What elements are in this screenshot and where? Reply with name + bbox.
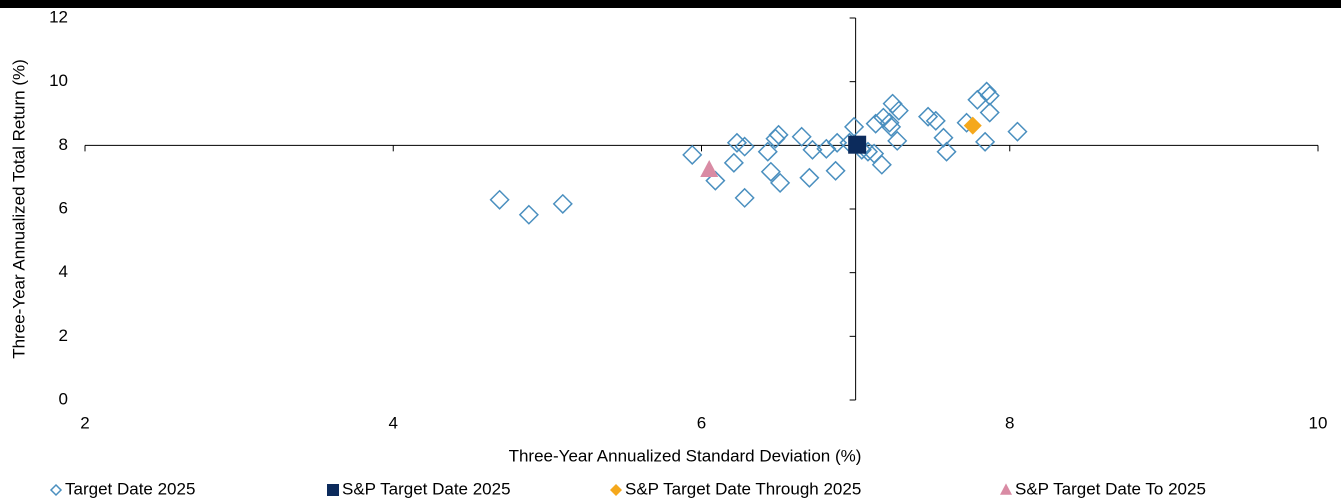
marker-diamond	[925, 110, 946, 131]
marker-diamond	[734, 136, 755, 157]
legend-label: S&P Target Date To 2025	[1015, 479, 1206, 498]
marker-diamond	[768, 124, 789, 145]
marker-diamond	[887, 130, 908, 151]
y-tick-label: 8	[59, 135, 68, 154]
marker-diamond	[705, 170, 726, 191]
marker-diamond	[975, 131, 996, 152]
marker-diamond	[770, 172, 791, 193]
y-tick-label: 6	[59, 198, 68, 217]
marker-square	[327, 484, 339, 496]
marker-diamond	[816, 138, 837, 159]
marker-diamond	[518, 204, 539, 225]
marker-diamond	[723, 152, 744, 173]
legend-label: Target Date 2025	[65, 479, 195, 498]
marker-diamond	[879, 112, 900, 133]
marker-diamond	[933, 127, 954, 148]
marker-diamond	[844, 116, 865, 137]
marker-diamond	[489, 189, 510, 210]
marker-triangle	[700, 159, 719, 178]
marker-diamond	[976, 81, 997, 102]
y-tick-label: 4	[59, 262, 68, 281]
y-tick-label: 2	[59, 326, 68, 345]
legend-label: S&P Target Date Through 2025	[625, 479, 861, 498]
marker-diamond	[1007, 121, 1028, 142]
marker-diamond	[888, 100, 909, 121]
marker-diamond	[757, 141, 778, 162]
marker-diamond	[936, 141, 957, 162]
marker-triangle	[1000, 483, 1012, 495]
x-axis-title: Three-Year Annualized Standard Deviation…	[509, 446, 862, 465]
marker-diamond	[734, 187, 755, 208]
y-tick-label: 0	[59, 389, 68, 408]
x-tick-label: 6	[697, 413, 706, 432]
marker-diamond	[799, 167, 820, 188]
top-bar	[0, 0, 1341, 8]
marker-diamond	[552, 193, 573, 214]
marker-diamond	[682, 144, 703, 165]
marker-diamond	[871, 154, 892, 175]
x-tick-label: 8	[1005, 413, 1014, 432]
y-axis-title: Three-Year Annualized Total Return (%)	[9, 59, 28, 359]
marker-diamond	[726, 132, 748, 153]
marker-diamond	[49, 483, 63, 497]
marker-diamond	[979, 102, 1000, 123]
marker-diamond	[881, 116, 902, 137]
y-tick-label: 12	[49, 7, 68, 26]
marker-diamond	[827, 132, 848, 153]
marker-diamond	[979, 85, 1000, 106]
marker-diamond	[882, 93, 903, 114]
x-tick-label: 2	[80, 413, 89, 432]
marker-diamond	[825, 160, 846, 181]
marker-diamond	[610, 484, 622, 496]
y-tick-label: 10	[49, 71, 68, 90]
legend-label: S&P Target Date 2025	[342, 479, 511, 498]
x-tick-label: 4	[389, 413, 398, 432]
x-tick-label: 10	[1309, 413, 1328, 432]
marker-diamond	[963, 116, 982, 135]
marker-square	[848, 135, 867, 154]
marker-diamond	[791, 126, 812, 147]
marker-diamond	[760, 161, 781, 182]
